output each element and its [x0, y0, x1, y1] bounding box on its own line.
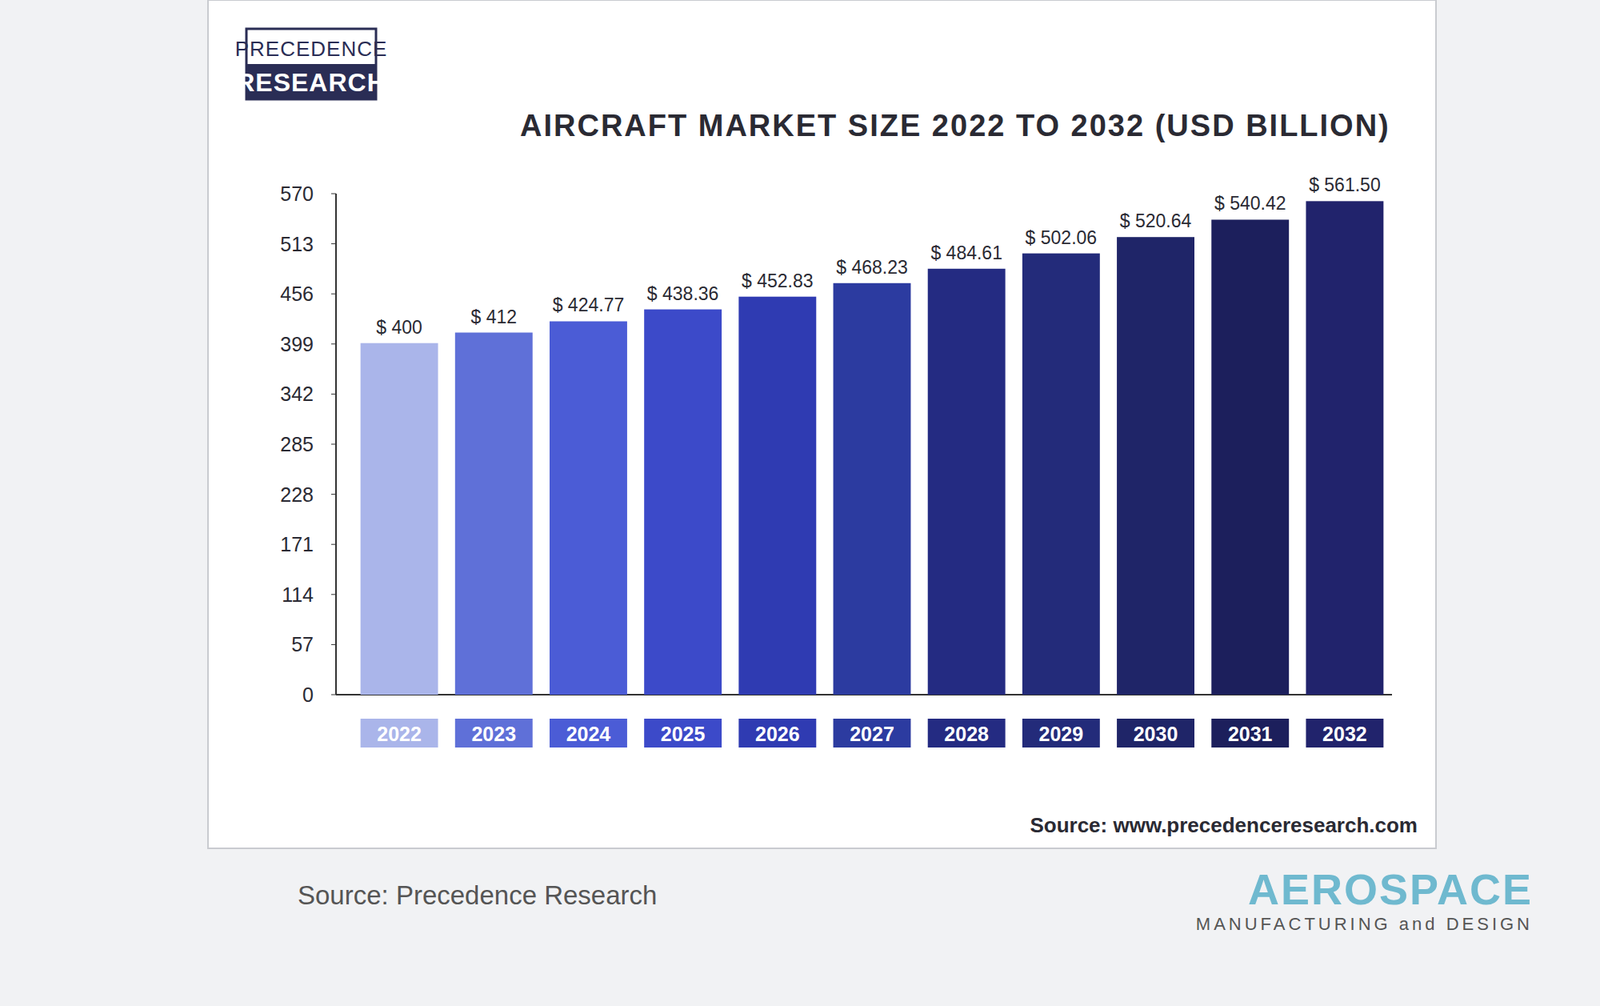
- y-tick-label: 456: [280, 282, 314, 305]
- bar: [644, 309, 722, 695]
- bar: [833, 283, 912, 695]
- category-box: [833, 718, 912, 748]
- data-label: $ 540.42: [1214, 192, 1287, 214]
- y-tick: [331, 293, 336, 295]
- bars: [360, 200, 1384, 695]
- y-tick-label: 342: [280, 382, 314, 405]
- y-tick: [331, 493, 336, 495]
- y-tick: [331, 544, 336, 545]
- source: Source: www.precedenceresearch.com: [1029, 812, 1418, 837]
- category-box: [1022, 718, 1100, 748]
- screen: [0, 0, 1600, 1006]
- category-box: [1305, 718, 1384, 748]
- logo: PRECEDENCE RESEARCH: [235, 28, 388, 100]
- x-tick-label: 2025: [660, 722, 706, 745]
- data-label: $ 502.06: [1025, 227, 1098, 248]
- x-tick-label: 2022: [376, 722, 422, 745]
- bar: [1022, 253, 1100, 695]
- category-box: [928, 718, 1006, 748]
- bar: [1116, 236, 1195, 695]
- bar: [738, 296, 816, 695]
- category-box: [1116, 718, 1195, 748]
- y-tick-label: 399: [280, 332, 314, 356]
- category-box: [360, 718, 439, 748]
- data-label: $ 424.77: [552, 294, 625, 316]
- logo-text: RESEARCH: [236, 68, 387, 97]
- stage: PRECEDENCE RESEARCH AIRCRAFT MARKET SIZE 2…: [0, 0, 1600, 1006]
- y-tick: [331, 694, 336, 696]
- y-tick: [331, 393, 336, 395]
- y-tick: [331, 593, 336, 595]
- y-tick: [331, 193, 336, 195]
- bar: [1211, 219, 1289, 695]
- data-label: $ 520.64: [1120, 210, 1192, 232]
- x-tick-label: 2032: [1322, 722, 1368, 745]
- x-tick-label: 2026: [755, 722, 800, 745]
- chart: PRECEDENCE RESEARCH AIRCRAFT MARKET SIZE 2…: [0, 0, 1600, 1006]
- x-tick-label: 2029: [1039, 722, 1084, 745]
- source: Source: Precedence Research: [297, 880, 657, 910]
- x-tick-label: 2031: [1228, 722, 1273, 745]
- y-tick-label: 570: [280, 182, 314, 205]
- data-label: $ 412: [470, 306, 517, 328]
- data-label: $ 561.50: [1308, 174, 1381, 196]
- y-tick: [331, 444, 336, 445]
- slide-panel: [208, 0, 1436, 848]
- brand-sub: MANUFACTURING and DESIGN: [1196, 913, 1533, 934]
- y-tick-label: 57: [291, 632, 314, 656]
- data-label: $ 400: [376, 316, 423, 338]
- data-label: $ 438.36: [647, 283, 720, 304]
- y-tick-label: 513: [280, 232, 314, 256]
- y-tick: [331, 243, 336, 244]
- x-tick-label: 2028: [944, 722, 989, 745]
- bar: [360, 343, 439, 695]
- bar: [928, 268, 1006, 695]
- bar: [455, 332, 533, 695]
- x-tick-label: 2023: [471, 722, 516, 745]
- title: AIRCRAFT MARKET SIZE 2022 TO 2032 (USD B…: [520, 108, 1391, 143]
- category-box: [644, 718, 722, 748]
- x-tick-label: 2024: [566, 722, 612, 745]
- data-label: $ 452.83: [741, 270, 814, 292]
- x-tick-label: 2027: [849, 722, 895, 745]
- y-tick: [331, 343, 336, 344]
- brand: AEROSPACE: [1248, 864, 1533, 913]
- category-box: [738, 718, 816, 748]
- bar: [549, 320, 628, 695]
- data-label: $ 484.61: [930, 242, 1003, 264]
- y-tick-label: 171: [280, 532, 314, 556]
- data-label: $ 468.23: [836, 256, 908, 278]
- category-box: [455, 718, 533, 748]
- category-box: [549, 718, 628, 748]
- y-tick-label: 285: [280, 432, 314, 456]
- y-tick: [331, 644, 336, 645]
- y-tick-label: 0: [302, 683, 314, 706]
- y-tick-label: 114: [281, 583, 314, 606]
- y-tick-label: 228: [280, 483, 314, 506]
- x-tick-label: 2030: [1133, 722, 1179, 745]
- logo-text: PRECEDENCE: [235, 36, 388, 61]
- bar: [1305, 200, 1384, 695]
- category-box: [1211, 718, 1289, 748]
